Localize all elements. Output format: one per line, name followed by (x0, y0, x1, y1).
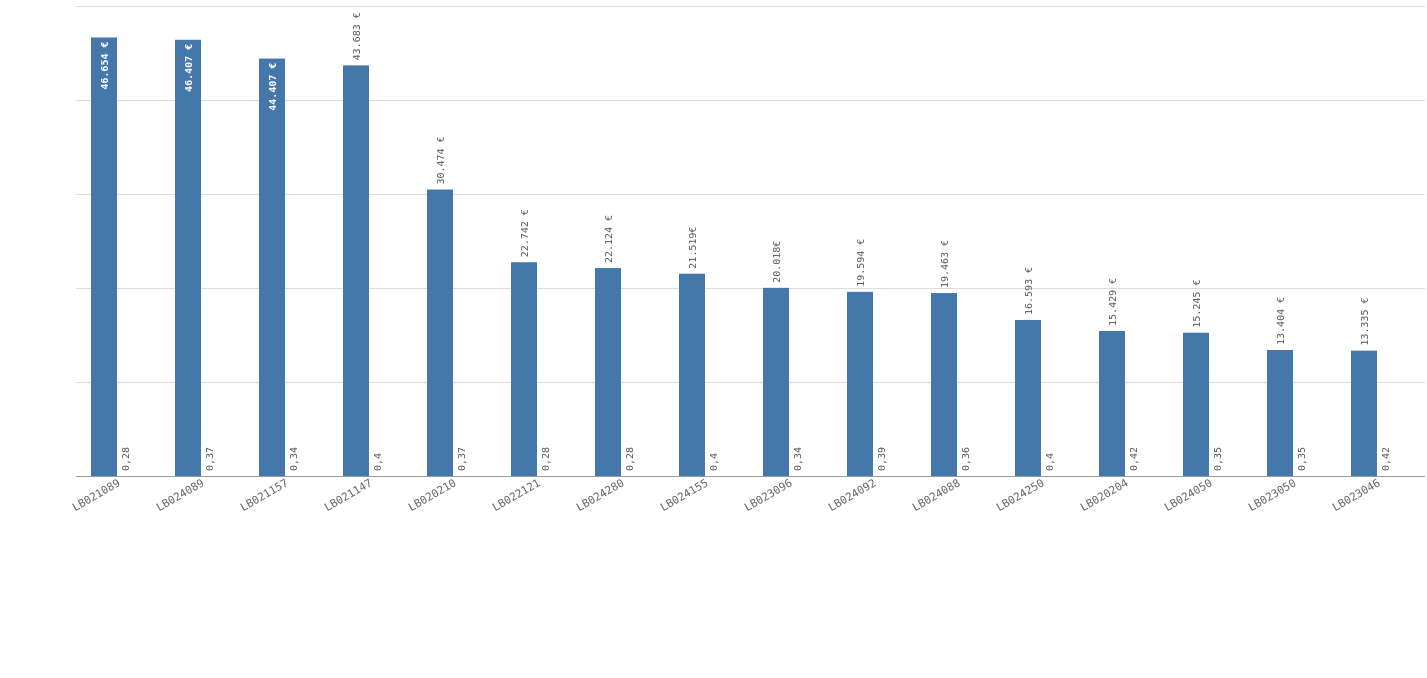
bar (1015, 320, 1041, 476)
data-labels: 46.654 € 0,28 46.407 € 0,37 44.407 € 0,34 43.6… (100, 12, 1392, 471)
x-tick-label: LB024250 (994, 476, 1046, 514)
bar (595, 268, 621, 476)
x-tick-label: LB024155 (658, 476, 710, 514)
bar (1183, 332, 1209, 476)
bar-value-label: 20.018€ (772, 241, 783, 283)
bar (343, 65, 369, 477)
bar-value-label: 16.593 € (1024, 267, 1035, 315)
bar-value-label: 19.594 € (856, 239, 867, 287)
bar (931, 293, 957, 476)
secondary-value-label: 0,37 (205, 447, 216, 471)
secondary-value-label: 0,42 (1381, 447, 1392, 471)
bar-value-label: 22.124 € (604, 215, 615, 263)
secondary-value-label: 0,35 (1213, 447, 1224, 471)
bar-value-label: 22.742 € (520, 209, 531, 257)
secondary-value-label: 0,37 (457, 447, 468, 471)
x-tick-label: LB023046 (1330, 476, 1382, 514)
x-tick-label: LB024089 (154, 476, 206, 514)
bar (679, 273, 705, 476)
bar-value-label: 44.407 € (268, 63, 279, 111)
secondary-value-label: 0,35 (1297, 447, 1308, 471)
x-tick-label: LB021147 (322, 476, 374, 514)
secondary-value-label: 0,34 (793, 447, 804, 471)
secondary-value-label: 0,28 (121, 447, 132, 471)
x-tick-label: LB021089 (70, 476, 122, 514)
bar-value-label: 46.407 € (184, 44, 195, 92)
x-tick-label: LB023096 (742, 476, 794, 514)
x-tick-label: LB020204 (1078, 476, 1131, 514)
x-tick-label: LB023050 (1246, 476, 1298, 514)
secondary-value-label: 0,28 (625, 447, 636, 471)
bar (259, 58, 285, 477)
x-tick-label: LB020210 (406, 476, 458, 514)
bar-value-label: 13.404 € (1276, 297, 1287, 345)
bar-value-label: 46.654 € (100, 41, 111, 89)
bar-value-label: 15.429 € (1108, 278, 1119, 326)
x-tick-label: LB022121 (490, 476, 542, 514)
bar-value-label: 19.463 € (940, 240, 951, 288)
secondary-value-label: 0,4 (373, 453, 384, 471)
secondary-value-label: 0,34 (289, 447, 300, 471)
bar (511, 262, 537, 476)
bar (1099, 330, 1125, 476)
bar-value-label: 21.519€ (688, 227, 699, 269)
bar-value-label: 30.474 € (436, 136, 447, 184)
bar (427, 189, 453, 476)
bar-value-label: 13.335 € (1360, 297, 1371, 345)
bar (175, 39, 201, 476)
bars (91, 37, 1377, 477)
secondary-value-label: 0,4 (1045, 453, 1056, 471)
x-tick-label: LB024088 (910, 476, 962, 514)
bar (763, 287, 789, 476)
bar (1267, 350, 1293, 476)
x-tick-label: LB021157 (238, 476, 290, 514)
secondary-value-label: 0,39 (877, 447, 888, 471)
x-tick-label: LB024050 (1162, 476, 1214, 514)
x-tick-label: LB024092 (826, 476, 878, 514)
x-tick-label: LB024280 (574, 476, 626, 514)
secondary-value-label: 0,4 (709, 453, 720, 471)
bar (847, 291, 873, 476)
bar-value-label: 43.683 € (352, 12, 363, 60)
bar (1351, 350, 1377, 476)
bar (91, 37, 117, 477)
secondary-value-label: 0,42 (1129, 447, 1140, 471)
x-axis-ticks: LB021089 LB024089 LB021157 LB021147 LB020210… (70, 476, 1382, 514)
secondary-value-label: 0,36 (961, 447, 972, 471)
bar-value-label: 15.245 € (1192, 280, 1203, 328)
secondary-value-label: 0,28 (541, 447, 552, 471)
